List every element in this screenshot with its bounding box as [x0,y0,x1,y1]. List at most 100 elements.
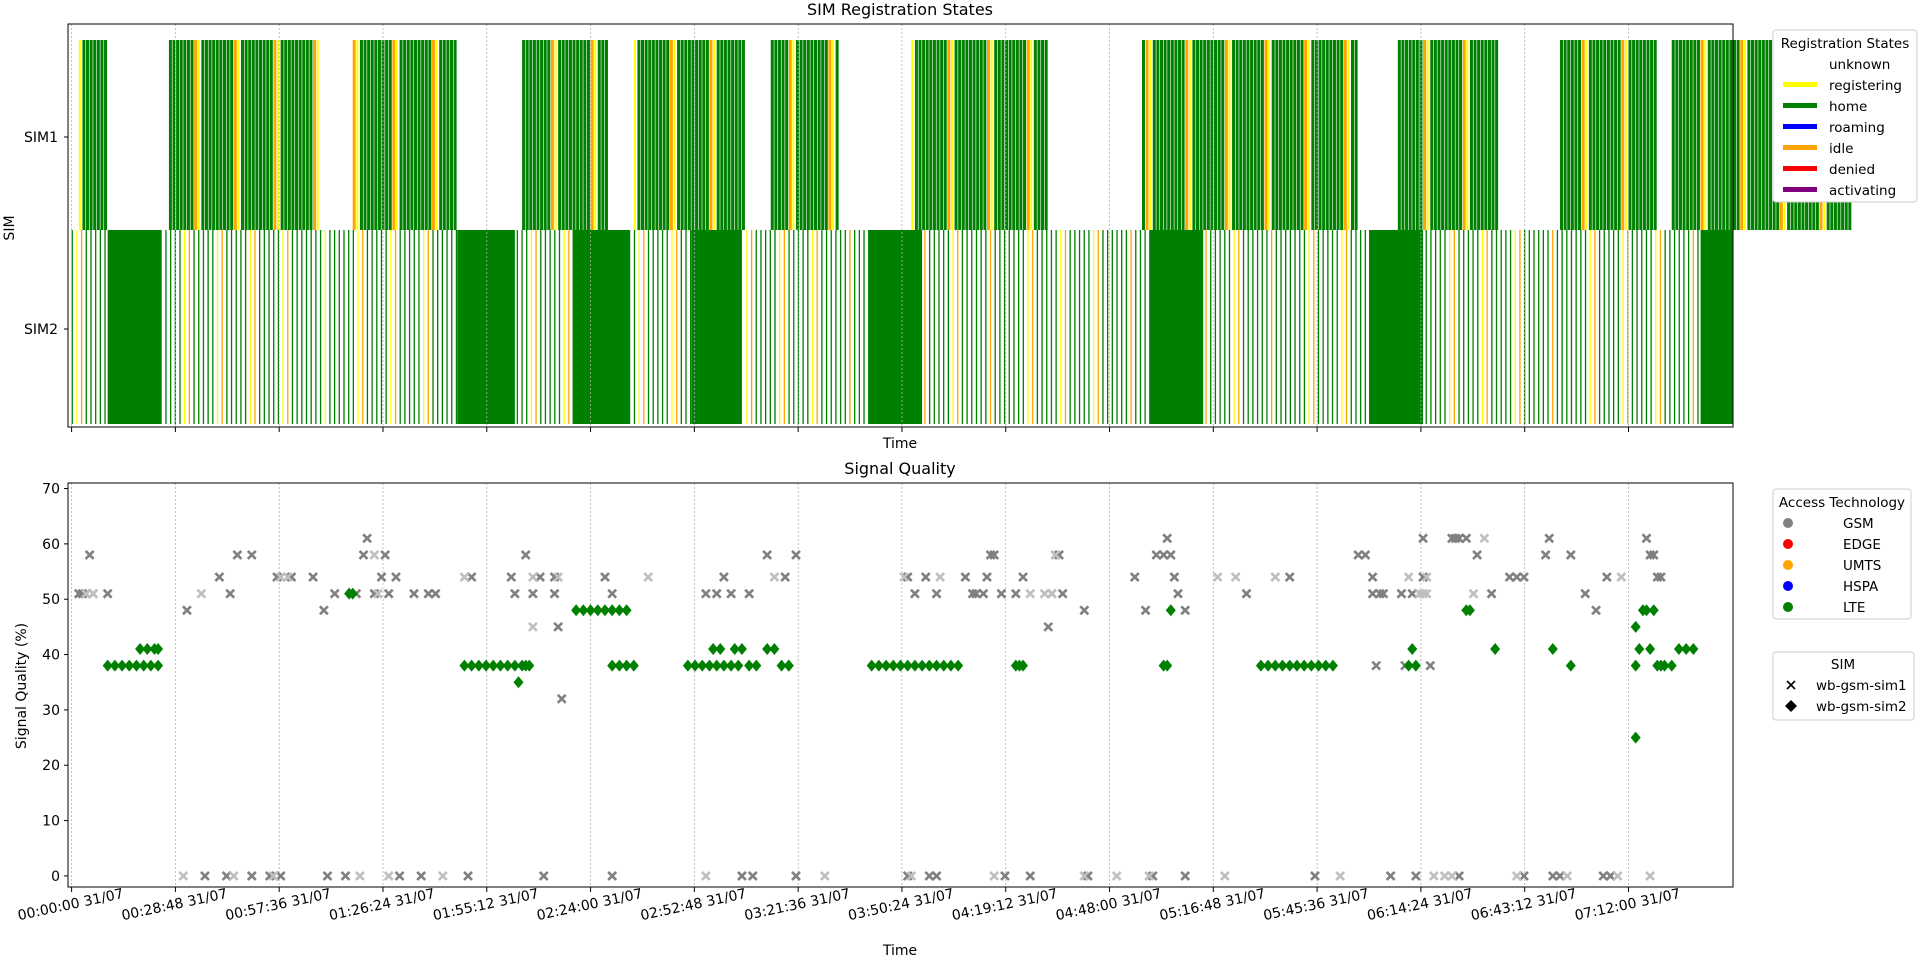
sim2-state-bar [1477,230,1479,424]
sim2-state-bar [1589,230,1591,424]
sim2-state-bar [1664,230,1666,424]
x-marker-stroke [1616,572,1627,583]
sim1-signal-point [509,588,520,599]
sim1-state-bar [226,40,230,230]
bottom-y-tick-label: 50 [42,592,60,608]
x-marker-stroke [1270,572,1281,583]
sim1-state-bar [277,40,280,230]
sim2-signal-point [736,643,747,656]
sim2-state-bar [221,230,223,424]
sim1-state-bar [1430,40,1434,230]
sim2-state-bar [413,230,415,424]
x-marker-stroke [780,572,791,583]
sim1-state-bar [1610,40,1614,230]
sim1-state-bar [233,40,237,230]
x-marker-stroke [1212,572,1223,583]
sim1-state-bar [817,40,821,230]
sim2-state-bar [1687,230,1690,424]
sim1-state-bar [983,40,987,230]
x-marker-stroke [466,572,477,583]
x-marker-stroke [383,588,394,599]
sim1-state-bar [705,40,709,230]
sim1-signal-point [1353,550,1364,560]
sim2-signal-point [1565,659,1576,672]
sim1-signal-point [1648,550,1659,560]
sim1-state-bar [1696,40,1700,230]
sim1-signal-point [538,871,549,881]
sim2-state-bar [839,230,842,424]
sim1-state-bar [179,40,183,230]
sim1-state-bar [197,40,200,230]
sim1-signal-point [1454,871,1465,881]
access-label-HSPA: HSPA [1843,579,1879,595]
sim1-state-bar [1617,40,1621,230]
sim1-state-bar [655,40,659,230]
sim1-state-bar [1217,40,1221,230]
x-marker-stroke [1378,588,1389,599]
sim2-signal-point [607,659,618,672]
faded-signal-point [1616,572,1627,583]
sim-legend-title: SIM [1831,657,1855,673]
faded-signal-point [1421,572,1432,583]
x-marker-stroke [1129,572,1140,583]
sim1-state-bar [439,40,443,230]
sim1-signal-point [920,572,931,583]
sim2-state-bar [999,230,1001,424]
sim2-signal-point [1403,659,1414,672]
sim1-state-bar [1188,40,1191,230]
sim1-state-bar [1614,40,1618,230]
sim1-state-bar [565,40,569,230]
sim2-signal-point [783,659,794,672]
bottom-x-tick-label: 03:21:36 31/07 [743,886,852,924]
sim1-state-bar [266,40,270,230]
sim1-state-bar [431,40,435,230]
sim1-signal-point [700,588,711,599]
sim2-signal-point [1634,643,1645,656]
faded-signal-point [275,572,286,583]
sim2-state-bar [535,230,537,424]
sim2-state-bar [188,230,191,424]
legend-swatch-activating [1783,187,1817,192]
x-marker-stroke [1079,871,1090,881]
sim2-signal-point [1407,643,1418,656]
sim2-state-bar [863,230,865,424]
faded-signal-point [527,572,538,583]
sim1-state-bar [1030,40,1033,230]
sim1-state-bar [219,40,223,230]
sim1-state-bar [684,40,688,230]
sim2-state-bar [1608,230,1610,424]
sim2-state-bar [1434,230,1437,424]
sim2-state-bar [769,230,771,424]
sim2-signal-point [488,659,499,672]
x-marker-stroke [1050,550,1061,560]
sim1-state-bar [1653,40,1657,230]
sim1-state-bar [244,40,248,230]
sim1-state-bar [731,40,735,230]
registration-legend-title: Registration States [1781,36,1909,52]
sim1-state-bar [1023,40,1027,230]
x-marker-stroke [1580,588,1591,599]
sim1-state-bar [925,40,929,230]
bottom-y-tick-label: 0 [51,869,60,885]
sim1-state-bar [543,40,547,230]
sim1-state-bar [702,40,706,230]
x-marker-stroke [1605,871,1616,881]
faded-signal-point [228,871,239,881]
sim1-state-bar [972,40,976,230]
sim2-state-bar [1612,230,1615,424]
x-marker-stroke [1461,533,1472,544]
sim2-state-bar [399,230,401,424]
sim2-home-block [107,230,162,424]
sim2-signal-point [733,659,744,672]
sim1-state-bar [986,40,990,230]
sim1-state-bar [1170,40,1174,230]
sim1-state-bar [1293,40,1297,230]
sim2-signal-point [1284,659,1295,672]
sim2-state-bar [1144,230,1146,424]
sim1-state-bar [1733,40,1736,230]
sim2-state-bar [287,230,289,424]
sim1-state-bar [958,40,962,230]
top-x-ticks [71,427,1629,432]
x-marker-stroke [506,572,517,583]
